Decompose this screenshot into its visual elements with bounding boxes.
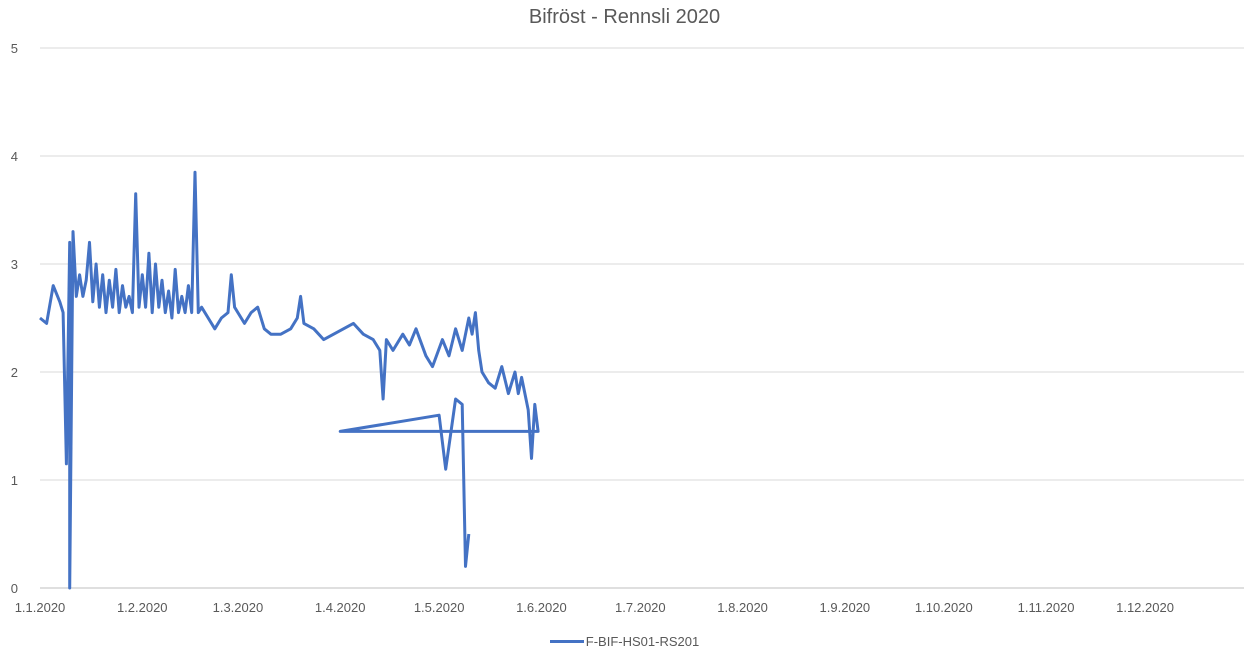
x-tick-label: 1.10.2020 (915, 600, 973, 615)
gridlines (40, 47, 1244, 589)
series-layer (39, 170, 540, 590)
x-tick-label: 1.2.2020 (117, 600, 168, 615)
x-tick-label: 1.1.2020 (15, 600, 66, 615)
legend-swatch (549, 640, 584, 644)
x-tick-label: 1.11.2020 (1018, 600, 1075, 615)
x-tick-label: 1.12.2020 (1116, 600, 1174, 615)
x-tick-label: 1.5.2020 (414, 600, 465, 615)
y-tick-label: 0 (11, 581, 18, 596)
y-tick-label: 5 (11, 41, 18, 56)
y-axis: 0 1 2 3 4 5 (11, 41, 18, 596)
y-tick-label: 4 (11, 149, 18, 164)
x-tick-label: 1.6.2020 (516, 600, 567, 615)
legend: F-BIF-HS01-RS201 (0, 634, 1249, 649)
x-tick-label: 1.4.2020 (315, 600, 366, 615)
y-tick-label: 1 (11, 473, 18, 488)
x-tick-label: 1.7.2020 (615, 600, 666, 615)
y-tick-label: 3 (11, 257, 18, 272)
x-tick-label: 1.3.2020 (213, 600, 264, 615)
legend-label: F-BIF-HS01-RS201 (585, 634, 700, 649)
chart-title: Bifröst - Rennsli 2020 (528, 6, 721, 28)
y-tick-label: 2 (11, 365, 18, 380)
series-line-0 (39, 170, 540, 590)
x-tick-label: 1.8.2020 (717, 600, 768, 615)
x-tick-label: 1.9.2020 (820, 600, 871, 615)
x-axis: 1.1.2020 1.2.2020 1.3.2020 1.4.2020 1.5.2020… (15, 600, 1174, 615)
